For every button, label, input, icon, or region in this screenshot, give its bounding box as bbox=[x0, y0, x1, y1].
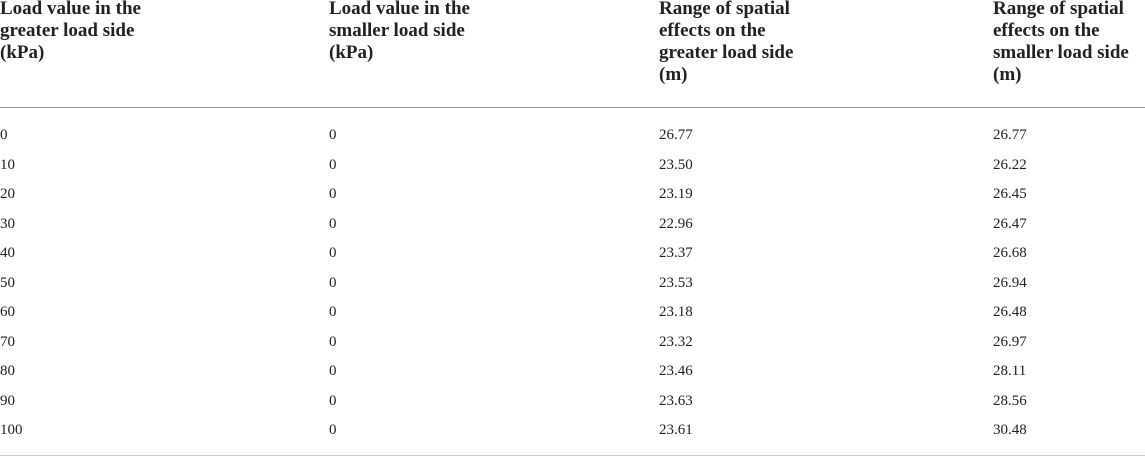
table-cell: 0 bbox=[329, 245, 337, 261]
table-cell: 23.63 bbox=[659, 392, 693, 409]
table-cell: 20 bbox=[0, 186, 15, 202]
table-cell: 23.19 bbox=[659, 186, 693, 202]
table-cell: 23.37 bbox=[659, 245, 693, 261]
header-rule bbox=[0, 107, 1145, 108]
table-cell: 90 bbox=[0, 392, 15, 409]
table-cell: 26.45 bbox=[993, 186, 1027, 202]
table-cell: 30 bbox=[0, 215, 15, 232]
table-cell: 80 bbox=[0, 363, 15, 379]
column-header: Range of spatial effects on the smaller … bbox=[993, 0, 1129, 85]
table-cell: 70 bbox=[0, 333, 15, 350]
table-cell: 0 bbox=[329, 363, 337, 379]
table-cell: 40 bbox=[0, 245, 15, 261]
table-cell: 26.48 bbox=[993, 304, 1027, 320]
table-cell: 26.97 bbox=[993, 333, 1027, 350]
table-cell: 26.77 bbox=[993, 127, 1027, 143]
table-cell: 0 bbox=[329, 215, 337, 232]
table-cell: 100 bbox=[0, 422, 23, 438]
table-cell: 23.18 bbox=[659, 304, 693, 320]
table-cell: 22.96 bbox=[659, 215, 693, 232]
column-header: Load value in the greater load side (kPa… bbox=[0, 0, 141, 63]
table-cell: 23.61 bbox=[659, 422, 693, 438]
table-cell: 0 bbox=[0, 127, 8, 143]
table-cell: 0 bbox=[329, 127, 337, 143]
column-header: Load value in the smaller load side (kPa… bbox=[329, 0, 470, 63]
table-cell: 26.68 bbox=[993, 245, 1027, 261]
table-cell: 0 bbox=[329, 333, 337, 350]
table-cell: 28.11 bbox=[993, 363, 1027, 379]
table-cell: 0 bbox=[329, 304, 337, 320]
table-cell: 0 bbox=[329, 186, 337, 202]
table-cell: 26.47 bbox=[993, 215, 1027, 232]
bottom-rule bbox=[0, 455, 1145, 456]
table-cell: 28.56 bbox=[993, 392, 1027, 409]
table-cell: 0 bbox=[329, 274, 337, 291]
table-cell: 10 bbox=[0, 156, 15, 173]
table-cell: 26.77 bbox=[659, 127, 693, 143]
column-header: Range of spatial effects on the greater … bbox=[659, 0, 794, 85]
table-cell: 26.22 bbox=[993, 156, 1027, 173]
table-cell: 0 bbox=[329, 422, 337, 438]
table-cell: 0 bbox=[329, 156, 337, 173]
table-cell: 60 bbox=[0, 304, 15, 320]
table-cell: 30.48 bbox=[993, 422, 1027, 438]
table-cell: 23.53 bbox=[659, 274, 693, 291]
table-cell: 23.46 bbox=[659, 363, 693, 379]
table-cell: 0 bbox=[329, 392, 337, 409]
table-cell: 50 bbox=[0, 274, 15, 291]
table-cell: 23.32 bbox=[659, 333, 693, 350]
table-cell: 26.94 bbox=[993, 274, 1027, 291]
table-cell: 23.50 bbox=[659, 156, 693, 173]
